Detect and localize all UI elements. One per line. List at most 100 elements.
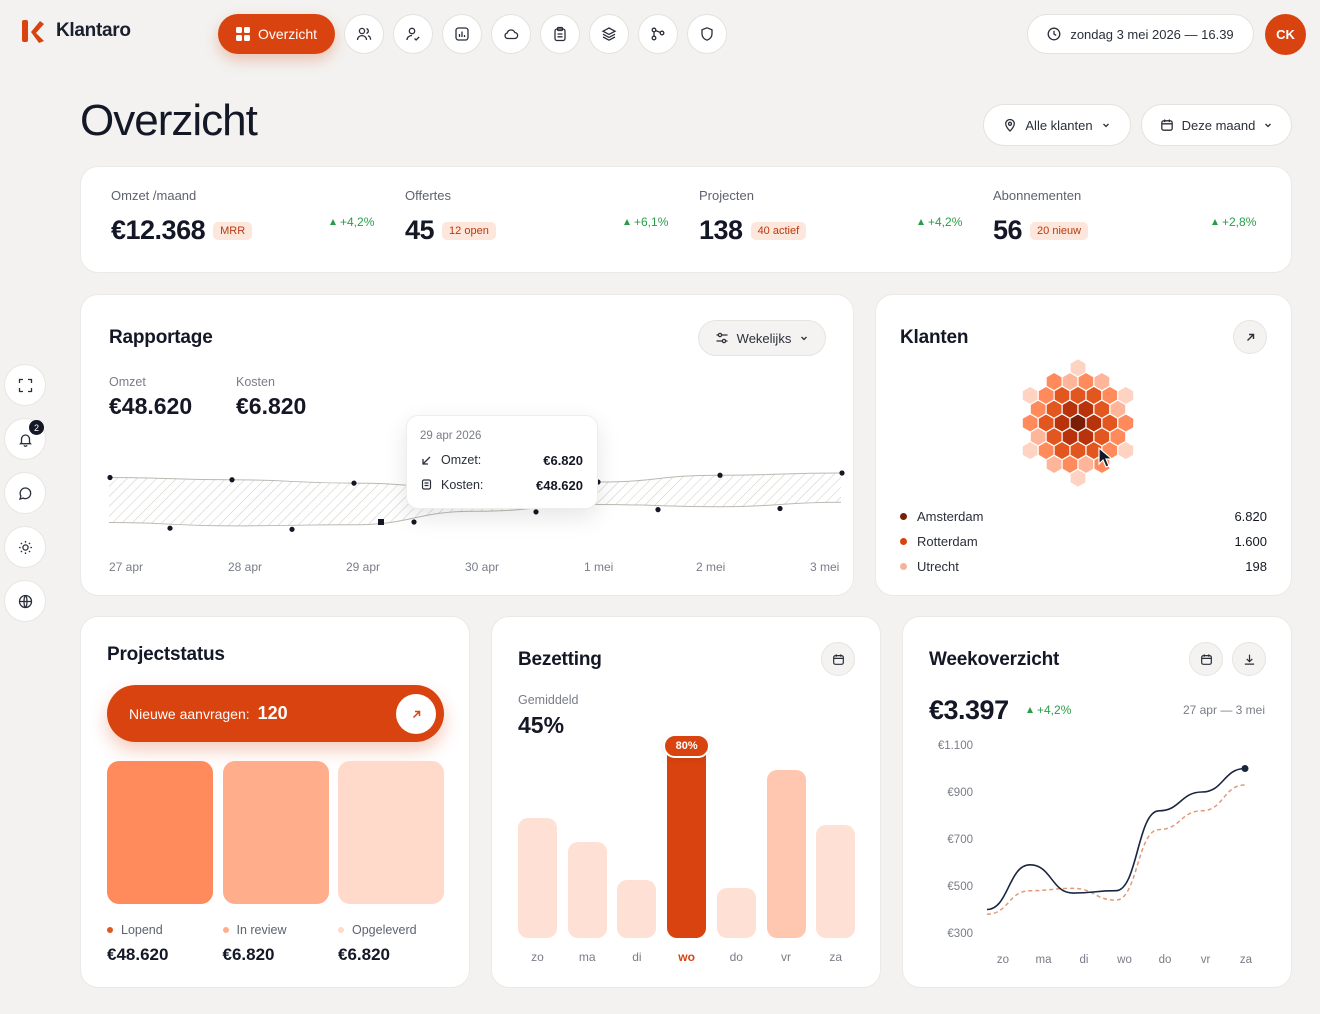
stat-value: 56 (993, 215, 1023, 245)
weekly-calendar-button[interactable] (1189, 642, 1223, 676)
stat-trend-value: +4,2% (340, 215, 375, 229)
report-icon (455, 27, 469, 41)
legend-dot (900, 563, 907, 570)
report-revenue-label: Omzet (109, 375, 146, 389)
report-line-kosten (108, 501, 842, 527)
stat-label: Offertes (405, 188, 452, 203)
app-logo[interactable]: Klantaro (20, 18, 131, 44)
report-x-label: 28 apr (228, 560, 263, 574)
clients-legend-value: 1.600 (1234, 534, 1267, 549)
clients-legend-name: Amsterdam (917, 509, 984, 524)
occupancy-bar[interactable] (716, 887, 756, 938)
legend-dot (107, 927, 113, 933)
nav-clipboard-button[interactable] (540, 14, 580, 54)
report-revenue-value: €48.620 (109, 393, 193, 419)
clients-legend-name: Rotterdam (917, 534, 978, 549)
notifications-button[interactable] (4, 418, 46, 460)
theme-toggle-button[interactable] (4, 526, 46, 568)
stat-trend-value: +2,8% (1222, 215, 1257, 229)
project-status-block[interactable] (107, 761, 213, 904)
datetime-display[interactable]: zondag 3 mei 2026 — 16.39 (1027, 14, 1254, 54)
stat-value: €12.368 (111, 215, 206, 245)
bell-icon (18, 433, 32, 447)
nav-workflow-button[interactable] (638, 14, 678, 54)
arrow-down-left-icon (422, 456, 431, 465)
download-icon (1244, 654, 1254, 665)
tooltip-row1-label: Omzet: (441, 453, 482, 467)
nav-user-check-button[interactable] (393, 14, 433, 54)
sliders-icon (716, 332, 728, 344)
clients-filter-label: Alle klanten (1025, 117, 1093, 133)
report-x-label: 30 apr (465, 560, 500, 574)
hex-cell (1117, 440, 1135, 461)
trend-up-icon (918, 219, 924, 225)
new-requests-button[interactable]: Nieuwe aanvragen: 120 (107, 685, 444, 742)
legend-dot (900, 538, 907, 545)
clients-filter-dropdown[interactable]: Alle klanten (983, 104, 1131, 146)
hex-cell (1117, 413, 1135, 433)
project-status-value: €48.620 (107, 945, 169, 964)
stat-badge: 40 actief (750, 221, 807, 240)
clients-legend-value: 6.820 (1234, 509, 1267, 524)
occupancy-bar[interactable] (567, 842, 607, 938)
project-status-block[interactable] (222, 761, 329, 904)
stat-label: Abonnementen (993, 188, 1082, 203)
chevron-down-icon (1102, 123, 1109, 128)
nav-layers-button[interactable] (589, 14, 629, 54)
occupancy-bar[interactable] (667, 746, 707, 938)
language-button[interactable] (4, 580, 46, 622)
new-requests-arrow-button[interactable] (396, 694, 436, 734)
occupancy-x-label: di (632, 950, 642, 964)
clients-open-button[interactable] (1233, 320, 1267, 354)
project-status-block[interactable] (338, 761, 444, 904)
report-x-label: 3 mei (810, 560, 840, 574)
report-x-label: 2 mei (696, 560, 726, 574)
project-status-legend: Opgeleverd (338, 923, 417, 937)
period-filter-label: Deze maand (1181, 117, 1256, 133)
report-card: Rapportage Wekelijks Omzet €48.620 Koste… (80, 294, 854, 596)
stat-trend: +6,1% (624, 215, 668, 229)
trend-up-icon (330, 219, 336, 225)
trend-up-icon (624, 219, 630, 225)
report-period-label: Wekelijks (736, 330, 792, 346)
occupancy-bar[interactable] (766, 770, 806, 938)
fullscreen-button[interactable] (4, 364, 46, 406)
arrow-up-right-icon (1246, 333, 1254, 341)
report-period-dropdown[interactable]: Wekelijks (698, 320, 826, 356)
cloud-icon (504, 29, 519, 40)
report-x-label: 27 apr (109, 560, 144, 574)
nav-users-button[interactable] (344, 14, 384, 54)
clients-legend-value: 198 (1245, 559, 1267, 574)
weekly-x-label: zo (997, 954, 1009, 966)
trend-up-icon (1027, 707, 1033, 713)
report-point-kosten (655, 507, 661, 513)
occupancy-x-label: wo (678, 950, 695, 964)
stat-trend-value: +4,2% (928, 215, 963, 229)
clipboard-icon (554, 26, 566, 42)
chat-bubble-icon (18, 486, 31, 500)
report-highlight-marker (378, 519, 384, 525)
occupancy-x-label: ma (578, 950, 596, 964)
stat-trend: +2,8% (1212, 215, 1256, 229)
nav-cloud-button[interactable] (491, 14, 531, 54)
new-requests-count: 120 (257, 703, 288, 723)
klantaro-logo-icon (22, 20, 44, 43)
chat-button[interactable] (4, 472, 46, 514)
occupancy-bar[interactable] (518, 818, 557, 938)
report-point-omzet (229, 477, 235, 483)
occupancy-calendar-button[interactable] (821, 642, 855, 676)
occupancy-bar[interactable] (617, 880, 657, 938)
weekly-chart[interactable]: €1.100 €900 €700 €500 €300 zo ma di wo do vr za (903, 727, 1293, 977)
nav-overzicht-button[interactable]: Overzicht (218, 14, 335, 54)
clients-hex-map[interactable] (996, 355, 1166, 490)
occupancy-bar[interactable] (816, 825, 856, 938)
chevron-down-icon (1265, 123, 1272, 128)
period-filter-dropdown[interactable]: Deze maand (1141, 104, 1292, 146)
nav-shield-button[interactable] (687, 14, 727, 54)
stat-badge: 20 nieuw (1030, 221, 1089, 240)
weekly-download-button[interactable] (1232, 642, 1266, 676)
user-avatar[interactable]: CK (1265, 14, 1306, 55)
chevron-down-icon (801, 336, 808, 341)
nav-report-button[interactable] (442, 14, 482, 54)
mouse-cursor-icon (1098, 447, 1114, 468)
